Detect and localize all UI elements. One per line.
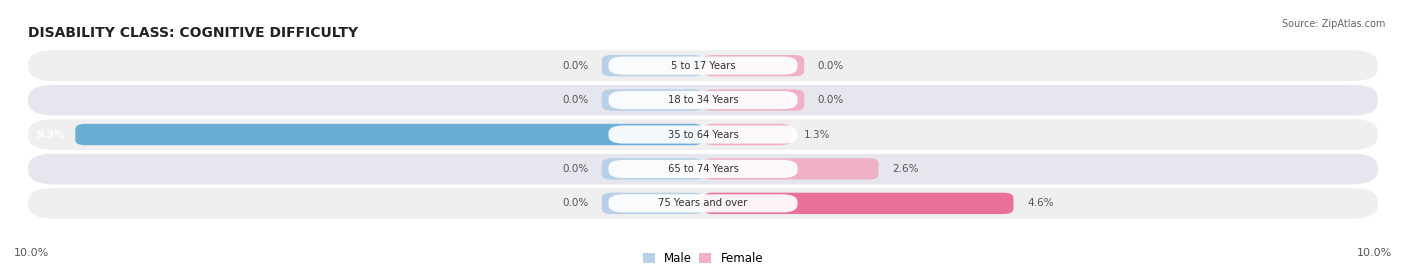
Text: 2.6%: 2.6%: [891, 164, 918, 174]
Text: 0.0%: 0.0%: [818, 95, 844, 105]
Text: 35 to 64 Years: 35 to 64 Years: [668, 129, 738, 140]
FancyBboxPatch shape: [609, 91, 797, 109]
Text: 0.0%: 0.0%: [562, 61, 588, 71]
FancyBboxPatch shape: [609, 125, 797, 144]
Text: 18 to 34 Years: 18 to 34 Years: [668, 95, 738, 105]
FancyBboxPatch shape: [703, 89, 804, 111]
Text: 0.0%: 0.0%: [562, 198, 588, 208]
Text: DISABILITY CLASS: COGNITIVE DIFFICULTY: DISABILITY CLASS: COGNITIVE DIFFICULTY: [28, 26, 359, 40]
FancyBboxPatch shape: [602, 55, 703, 76]
Text: Source: ZipAtlas.com: Source: ZipAtlas.com: [1281, 19, 1385, 29]
FancyBboxPatch shape: [609, 160, 797, 178]
Text: 0.0%: 0.0%: [562, 164, 588, 174]
Text: 65 to 74 Years: 65 to 74 Years: [668, 164, 738, 174]
FancyBboxPatch shape: [609, 56, 797, 75]
Text: 10.0%: 10.0%: [1357, 248, 1392, 258]
FancyBboxPatch shape: [28, 50, 1378, 81]
Text: 9.3%: 9.3%: [37, 129, 65, 140]
FancyBboxPatch shape: [703, 55, 804, 76]
FancyBboxPatch shape: [703, 193, 1014, 214]
FancyBboxPatch shape: [28, 153, 1378, 185]
Legend: Male, Female: Male, Female: [638, 247, 768, 269]
Text: 0.0%: 0.0%: [818, 61, 844, 71]
Text: 10.0%: 10.0%: [14, 248, 49, 258]
FancyBboxPatch shape: [28, 119, 1378, 150]
FancyBboxPatch shape: [602, 89, 703, 111]
Text: 5 to 17 Years: 5 to 17 Years: [671, 61, 735, 71]
FancyBboxPatch shape: [602, 158, 703, 180]
FancyBboxPatch shape: [28, 84, 1378, 116]
FancyBboxPatch shape: [703, 124, 790, 145]
FancyBboxPatch shape: [703, 158, 879, 180]
FancyBboxPatch shape: [76, 124, 703, 145]
FancyBboxPatch shape: [602, 193, 703, 214]
Text: 1.3%: 1.3%: [804, 129, 831, 140]
FancyBboxPatch shape: [28, 188, 1378, 219]
FancyBboxPatch shape: [609, 194, 797, 213]
Text: 75 Years and over: 75 Years and over: [658, 198, 748, 208]
Text: 4.6%: 4.6%: [1026, 198, 1053, 208]
Text: 0.0%: 0.0%: [562, 95, 588, 105]
